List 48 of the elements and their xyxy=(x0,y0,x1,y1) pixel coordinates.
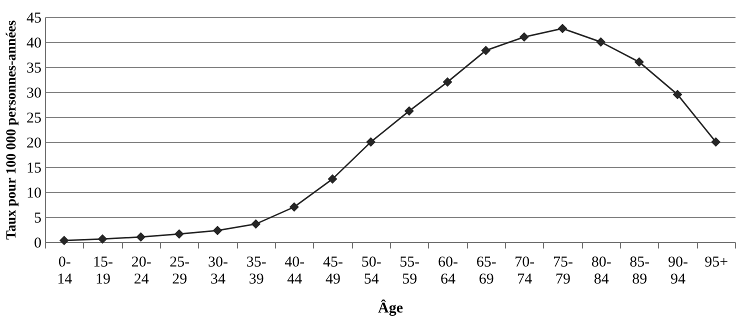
point xyxy=(519,32,529,42)
y-tick-label: 35 xyxy=(26,60,42,76)
point xyxy=(289,202,299,212)
point xyxy=(672,90,682,100)
y-tick-label: 10 xyxy=(26,186,42,202)
y-tick-label: 40 xyxy=(26,36,42,52)
x-tick-label: 0-14 xyxy=(57,254,73,288)
x-tick-label: 85-89 xyxy=(630,254,650,288)
y-tick-label: 25 xyxy=(26,110,42,126)
x-tick-label: 70-74 xyxy=(514,254,535,288)
point xyxy=(366,137,376,147)
x-tick-label: 95+ xyxy=(704,254,728,270)
y-tick-label: 45 xyxy=(26,10,42,26)
y-tick-label: 5 xyxy=(34,210,42,226)
point xyxy=(251,219,261,229)
y-tick-label: 20 xyxy=(26,136,42,152)
point xyxy=(212,226,222,236)
x-tick-label: 30-34 xyxy=(208,254,228,288)
x-tick-label: 65-69 xyxy=(476,254,496,288)
x-tick-label: 35-39 xyxy=(246,254,266,288)
x-tick-label: 50-54 xyxy=(361,254,382,288)
point xyxy=(442,77,452,87)
x-axis-title: Âge xyxy=(378,298,404,316)
x-tick-label: 25-29 xyxy=(170,254,190,288)
point xyxy=(59,236,69,246)
y-axis-title: Taux pour 100 000 personnes-années xyxy=(4,20,20,240)
y-tick-label: 15 xyxy=(26,160,42,176)
point xyxy=(596,37,606,47)
y-tick-label: 30 xyxy=(26,86,42,102)
x-tick-label: 55-59 xyxy=(400,254,420,288)
x-tick-label: 60-64 xyxy=(438,254,458,288)
x-tick-label: 40-44 xyxy=(284,254,305,288)
point xyxy=(404,106,414,116)
point xyxy=(558,24,568,34)
point xyxy=(174,229,184,239)
point xyxy=(136,232,146,242)
x-tick-label: 80-84 xyxy=(591,254,612,288)
x-tick-label: 75-79 xyxy=(553,254,573,288)
point xyxy=(711,137,721,147)
point xyxy=(634,57,644,67)
point xyxy=(481,46,491,56)
x-tick-label: 20-24 xyxy=(131,254,152,288)
y-tick-label: 0 xyxy=(34,236,42,252)
point xyxy=(98,234,108,244)
point xyxy=(328,174,338,184)
x-tick-label: 90-94 xyxy=(668,254,688,288)
x-tick-label: 15-19 xyxy=(93,254,113,288)
x-tick-label: 45-49 xyxy=(323,254,343,288)
